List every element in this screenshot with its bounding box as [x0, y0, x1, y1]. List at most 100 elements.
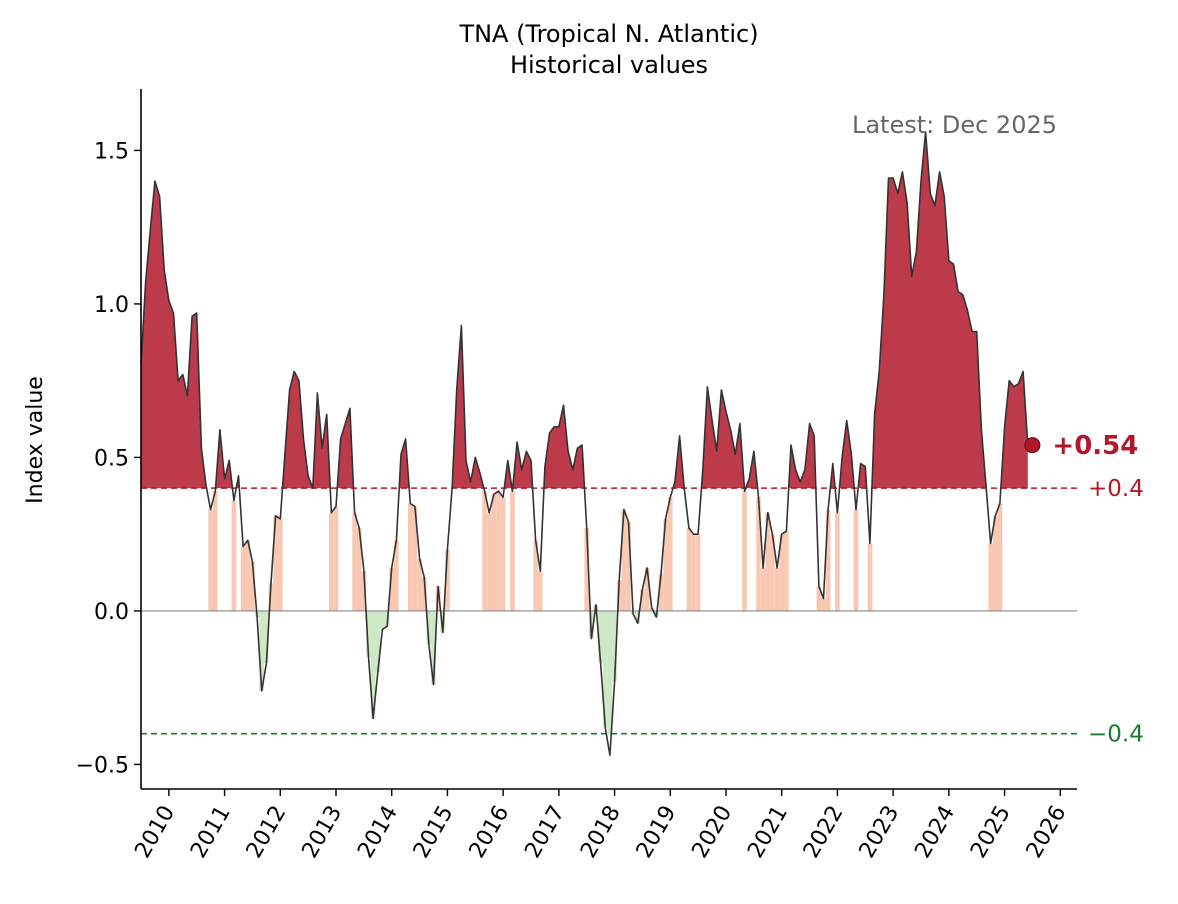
between-threshold-bar — [421, 577, 427, 611]
between-threshold-bar — [825, 509, 831, 611]
chart-title: TNA (Tropical N. Atlantic) Historical va… — [458, 20, 758, 79]
between-threshold-bar — [482, 491, 487, 611]
between-threshold-bar — [500, 497, 506, 611]
threshold-label: +0.4 — [1088, 476, 1144, 502]
between-threshold-bar — [686, 528, 692, 611]
between-threshold-bar — [333, 506, 339, 611]
between-threshold-bar — [259, 610, 265, 691]
between-threshold-bar — [491, 494, 497, 611]
x-tick-label: 2011 — [186, 802, 236, 863]
between-threshold-bar — [756, 497, 761, 611]
x-axis-ticks: 2010 2011 2012 2013 2014 2015 2016 2017 2018 2019… — [130, 789, 1071, 862]
between-threshold-bar — [431, 610, 436, 685]
between-threshold-bar — [644, 567, 650, 611]
x-tick-label: 2013 — [298, 802, 348, 863]
above-threshold-area — [215, 429, 233, 489]
above-threshold-area — [512, 442, 533, 489]
between-threshold-bar — [784, 531, 789, 611]
between-threshold-bar — [537, 571, 543, 611]
y-tick-label: 0.5 — [94, 446, 129, 471]
between-threshold-bar — [208, 509, 213, 611]
between-threshold-bar — [250, 561, 255, 611]
between-threshold-bar — [607, 610, 613, 734]
between-threshold-bar — [765, 512, 771, 611]
between-threshold-bar — [231, 500, 237, 611]
y-tick-label: −0.5 — [76, 753, 129, 778]
between-threshold-bar — [352, 512, 357, 611]
latest-date-annotation: Latest: Dec 2025 — [852, 111, 1057, 139]
between-threshold-bar — [667, 497, 673, 611]
x-tick-label: 2026 — [1022, 802, 1072, 863]
between-threshold-bar — [598, 610, 603, 664]
between-threshold-bar — [212, 491, 218, 611]
y-tick-label: 0.0 — [94, 600, 129, 625]
between-threshold-bar — [366, 610, 371, 657]
between-threshold-bar — [997, 503, 1003, 611]
x-tick-label: 2021 — [743, 802, 793, 863]
between-threshold-bar — [412, 506, 418, 611]
between-threshold-bar — [760, 567, 766, 611]
between-threshold-bar — [853, 509, 859, 611]
between-threshold-bar — [273, 515, 278, 611]
between-threshold-bar — [770, 534, 775, 611]
x-tick-label: 2024 — [910, 802, 960, 863]
between-threshold-bar — [658, 574, 664, 611]
between-threshold-bar — [389, 567, 395, 611]
x-tick-label: 2014 — [353, 802, 403, 863]
between-threshold-bar — [329, 512, 334, 611]
between-threshold-bar — [370, 610, 376, 719]
above-threshold-area — [312, 392, 331, 489]
above-threshold-area — [871, 132, 987, 489]
between-threshold-bar — [867, 543, 873, 611]
between-threshold-bar — [277, 518, 283, 611]
between-threshold-bar — [375, 610, 381, 673]
between-threshold-bar — [496, 491, 501, 611]
series-line — [140, 131, 1029, 756]
between-threshold-bar — [533, 540, 538, 611]
between-threshold-bar — [835, 512, 840, 611]
between-threshold-bar — [816, 586, 822, 611]
between-threshold-bar — [602, 610, 608, 728]
threshold-lines: +0.4 −0.4 — [141, 476, 1144, 748]
between-threshold-bar — [612, 610, 617, 682]
x-tick-label: 2022 — [799, 802, 849, 863]
x-tick-label: 2018 — [576, 802, 626, 863]
above-threshold-area — [788, 423, 816, 489]
between-threshold-bar — [510, 491, 515, 611]
above-threshold-area — [337, 408, 354, 489]
y-tick-label: 1.0 — [94, 293, 129, 318]
axes — [140, 89, 1077, 790]
between-threshold-bar — [695, 534, 701, 611]
y-tick-label: 1.5 — [94, 139, 129, 164]
threshold-label: −0.4 — [1088, 722, 1144, 748]
x-tick-label: 2015 — [409, 802, 459, 863]
x-tick-label: 2020 — [688, 802, 738, 863]
above-threshold-area — [839, 420, 855, 489]
between-threshold-bar — [635, 610, 641, 624]
between-threshold-bar — [445, 549, 450, 611]
x-tick-label: 2025 — [966, 802, 1016, 863]
between-threshold-bar — [584, 528, 590, 611]
above-threshold-area — [141, 181, 207, 489]
between-threshold-bar — [640, 589, 645, 611]
between-threshold-bar — [742, 491, 747, 611]
x-tick-label: 2012 — [242, 802, 292, 863]
between-threshold-bar — [240, 546, 246, 611]
between-threshold-bar — [992, 515, 998, 611]
chart-subtitle: Historical values — [510, 51, 708, 79]
between-threshold-bar — [821, 598, 826, 611]
latest-marker-group: +0.54 — [1024, 431, 1138, 461]
between-threshold-bar — [663, 518, 668, 611]
between-threshold-bar — [774, 567, 780, 611]
x-tick-label: 2023 — [855, 802, 905, 863]
between-threshold-bar — [394, 540, 399, 611]
x-tick-label: 2016 — [465, 802, 515, 863]
above-threshold-area — [452, 325, 484, 489]
latest-point-marker — [1024, 437, 1041, 454]
chart-title-line1: TNA (Tropical N. Atlantic) — [458, 20, 758, 48]
above-threshold-area — [701, 386, 745, 489]
area-fills — [141, 132, 1028, 734]
x-tick-label: 2010 — [130, 802, 180, 863]
between-threshold-bar — [264, 610, 269, 664]
